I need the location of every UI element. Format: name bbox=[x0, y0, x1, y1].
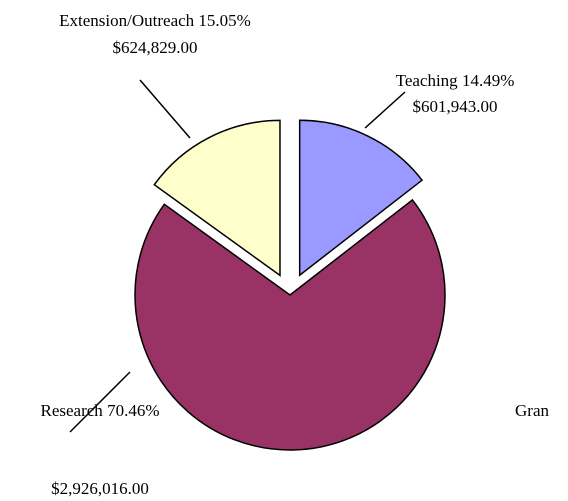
amount-label: $2,926,016.00 bbox=[51, 479, 149, 498]
category-name: Research bbox=[41, 401, 104, 420]
pie-slice bbox=[134, 198, 446, 451]
leader-line bbox=[69, 371, 131, 433]
annotation: Gran bbox=[515, 401, 549, 420]
percent-label: 70.46% bbox=[107, 401, 159, 420]
amount-label: $624,829.00 bbox=[113, 38, 198, 57]
slice-label: Teaching 14.49% bbox=[396, 71, 515, 90]
slice-label: Research 70.46% bbox=[41, 401, 160, 420]
leader-line bbox=[139, 79, 191, 139]
leader-line bbox=[364, 91, 406, 129]
pie-slice bbox=[298, 119, 424, 277]
percent-label: 14.49% bbox=[462, 71, 514, 90]
category-name: Extension/Outreach bbox=[59, 11, 195, 30]
amount-label: $601,943.00 bbox=[413, 97, 498, 116]
category-name: Teaching bbox=[396, 71, 459, 90]
pie-slice bbox=[153, 119, 281, 277]
percent-label: 15.05% bbox=[198, 11, 250, 30]
slice-label: Extension/Outreach 15.05% bbox=[59, 11, 251, 30]
